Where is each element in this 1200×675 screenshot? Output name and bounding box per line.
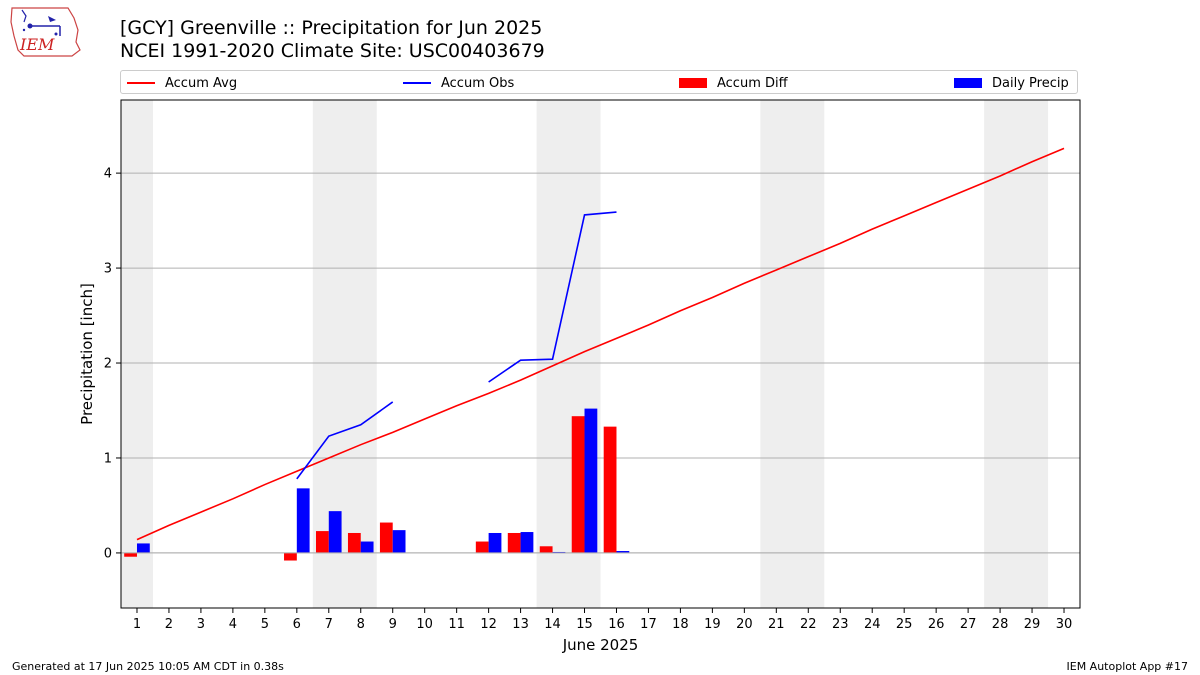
x-tick-label: 24 — [864, 617, 881, 632]
x-tick-label: 1 — [133, 617, 141, 632]
x-tick-label: 22 — [800, 617, 817, 632]
legend-item-accum-obs: Accum Obs — [403, 71, 514, 95]
weekend-shade — [760, 100, 825, 608]
accum-obs-line — [488, 211, 617, 383]
legend-item-daily-precip: Daily Precip — [954, 71, 1069, 95]
x-tick-label: 10 — [416, 617, 433, 632]
daily-precip-bar — [616, 551, 630, 553]
footer-generated-text: Generated at 17 Jun 2025 10:05 AM CDT in… — [12, 660, 284, 673]
x-tick-label: 12 — [480, 617, 497, 632]
daily-precip-bar — [296, 488, 310, 553]
x-tick-label: 13 — [512, 617, 529, 632]
x-tick-label: 18 — [672, 617, 689, 632]
x-tick-label: 8 — [357, 617, 365, 632]
accum-diff-bar — [603, 426, 617, 553]
weekend-shade — [121, 100, 153, 608]
x-tick-label: 29 — [1024, 617, 1041, 632]
x-axis-label: June 2025 — [562, 636, 639, 654]
x-tick-label: 14 — [544, 617, 561, 632]
x-tick-label: 11 — [448, 617, 465, 632]
y-tick-label: 3 — [104, 262, 112, 277]
x-tick-label: 25 — [896, 617, 913, 632]
daily-precip-bar — [360, 541, 374, 553]
accum-diff-bar — [347, 532, 361, 553]
iem-logo: IEM — [8, 6, 82, 64]
accum-diff-bar — [315, 531, 329, 553]
legend-item-accum-diff: Accum Diff — [679, 71, 788, 95]
x-tick-label: 7 — [325, 617, 333, 632]
accum-diff-bar — [539, 546, 553, 553]
accum-diff-bar — [379, 522, 393, 553]
legend-label-daily-precip: Daily Precip — [992, 75, 1069, 91]
plot-frame — [120, 99, 1081, 609]
chart-title: [GCY] Greenville :: Precipitation for Ju… — [120, 17, 543, 39]
x-tick-label: 5 — [261, 617, 269, 632]
x-tick-label: 9 — [389, 617, 397, 632]
x-tick-label: 23 — [832, 617, 849, 632]
x-tick-label: 27 — [960, 617, 977, 632]
chart-legend: Accum Avg Accum Obs Accum Diff Daily Pre… — [120, 70, 1078, 94]
y-tick-label: 4 — [104, 167, 112, 182]
daily-precip-bar — [328, 511, 342, 553]
legend-label-accum-obs: Accum Obs — [441, 75, 515, 91]
daily-precip-bar — [136, 543, 150, 553]
y-tick-label: 1 — [104, 451, 112, 466]
y-tick-label: 0 — [104, 546, 112, 561]
x-tick-label: 17 — [640, 617, 657, 632]
x-tick-label: 26 — [928, 617, 945, 632]
x-tick-label: 16 — [608, 617, 625, 632]
x-tick-label: 3 — [197, 617, 205, 632]
logo-text: IEM — [19, 35, 55, 54]
accum-diff-bar — [507, 532, 521, 553]
footer-app-text: IEM Autoplot App #17 — [1066, 660, 1189, 673]
x-tick-label: 4 — [229, 617, 237, 632]
x-tick-label: 30 — [1056, 617, 1073, 632]
legend-swatch-accum-diff — [679, 78, 707, 88]
y-axis-label: Precipitation [inch] — [78, 283, 96, 425]
x-tick-label: 6 — [293, 617, 301, 632]
x-tick-label: 15 — [576, 617, 593, 632]
y-tick-label: 2 — [104, 357, 112, 372]
daily-precip-bar — [520, 532, 534, 553]
chart-subtitle: NCEI 1991-2020 Climate Site: USC00403679 — [120, 40, 545, 62]
legend-swatch-accum-obs — [403, 82, 431, 84]
weekend-shade — [984, 100, 1049, 608]
daily-precip-bar — [392, 530, 406, 553]
legend-swatch-accum-avg — [127, 82, 155, 84]
legend-swatch-daily-precip — [954, 78, 982, 88]
accum-diff-bar — [284, 552, 297, 561]
x-tick-label: 19 — [704, 617, 721, 632]
legend-item-accum-avg: Accum Avg — [127, 71, 237, 95]
accum-obs-line — [296, 401, 394, 480]
accum-diff-bar — [475, 541, 489, 553]
daily-precip-bar — [488, 532, 502, 553]
x-tick-label: 21 — [768, 617, 785, 632]
legend-label-accum-avg: Accum Avg — [165, 75, 238, 91]
accum-avg-line — [136, 147, 1065, 541]
x-tick-label: 28 — [992, 617, 1009, 632]
daily-precip-bar — [584, 408, 598, 553]
legend-label-accum-diff: Accum Diff — [717, 75, 788, 91]
x-tick-label: 20 — [736, 617, 753, 632]
weekend-shade — [312, 100, 377, 608]
accum-diff-bar — [124, 552, 137, 557]
accum-diff-bar — [571, 416, 585, 553]
x-tick-label: 2 — [165, 617, 173, 632]
